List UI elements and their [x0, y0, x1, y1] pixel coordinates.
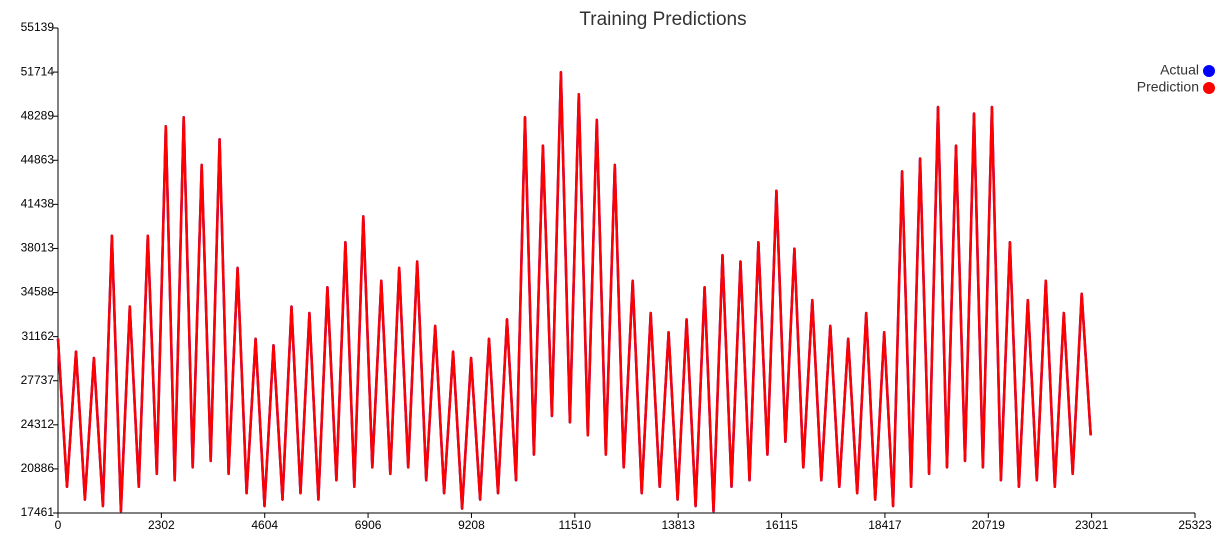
legend-marker [1203, 82, 1215, 94]
x-tick-label: 2302 [148, 518, 175, 532]
x-tick-label: 13813 [662, 518, 696, 532]
x-tick-label: 16115 [765, 518, 798, 532]
legend-marker [1203, 65, 1215, 77]
x-tick-label: 23021 [1075, 518, 1109, 532]
y-tick-label: 17461 [21, 505, 55, 519]
y-tick-label: 31162 [22, 329, 55, 343]
series-line [56, 71, 1092, 513]
chart-title: Training Predictions [579, 9, 746, 30]
x-tick-label: 4604 [251, 518, 278, 532]
x-tick-label: 18417 [868, 518, 902, 532]
y-tick-label: 24312 [21, 417, 55, 431]
x-tick-label: 9208 [458, 518, 485, 532]
y-tick-label: 27737 [21, 373, 55, 387]
y-tick-label: 51714 [21, 64, 55, 78]
y-tick-label: 48289 [21, 108, 55, 122]
x-tick-label: 0 [55, 518, 62, 532]
y-tick-label: 38013 [21, 241, 55, 255]
x-tick-label: 20719 [972, 518, 1006, 532]
legend-label: Prediction [1137, 79, 1199, 95]
y-tick-label: 41438 [21, 197, 55, 211]
legend-label: Actual [1160, 62, 1199, 78]
x-tick-label: 6906 [355, 518, 382, 532]
x-tick-label: 11510 [559, 518, 592, 532]
y-tick-label: 20886 [21, 461, 55, 475]
y-tick-label: 44863 [21, 152, 55, 166]
x-tick-label: 25323 [1178, 518, 1212, 532]
y-tick-label: 55139 [21, 20, 55, 34]
y-tick-label: 34588 [21, 285, 55, 299]
